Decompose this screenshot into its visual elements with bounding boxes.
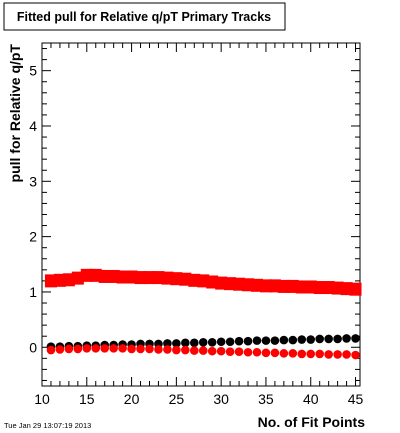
axis-ticks xyxy=(41,43,360,386)
data-point-circle xyxy=(288,349,298,358)
data-point-circle xyxy=(109,344,118,353)
data-point-circle xyxy=(82,344,92,353)
y-tick-label: 2 xyxy=(29,229,37,245)
data-point-circle xyxy=(261,336,271,345)
y-tick-label: 3 xyxy=(29,173,37,189)
data-point-circle xyxy=(306,349,316,359)
data-point-circle xyxy=(127,344,136,354)
data-point-circle xyxy=(163,339,172,348)
data-point-circle xyxy=(315,334,324,344)
data-point-circle xyxy=(333,334,342,344)
data-point-circle xyxy=(136,344,145,354)
data-point-circle xyxy=(333,350,342,359)
data-point-circle xyxy=(324,350,333,359)
data-point-circle xyxy=(252,347,262,357)
timestamp-label: Tue Jan 29 13:07:19 2013 xyxy=(4,421,91,430)
data-point-circle xyxy=(181,345,190,355)
x-tick-label: 15 xyxy=(79,391,95,407)
x-tick-label: 30 xyxy=(213,391,229,407)
data-point-circle xyxy=(270,336,280,345)
data-point-circle xyxy=(270,348,280,358)
data-point-circle xyxy=(189,346,199,355)
x-tick-label: 10 xyxy=(34,391,50,407)
data-point-circle xyxy=(172,339,181,348)
data-point-circle xyxy=(297,335,307,344)
data-point-circle xyxy=(198,346,208,355)
x-tick-label: 20 xyxy=(124,391,140,407)
data-point-circle xyxy=(261,348,271,358)
data-point-circle xyxy=(154,345,163,354)
y-tick-label: 0 xyxy=(29,339,37,355)
data-point-circle xyxy=(216,337,226,347)
x-tick-label: 35 xyxy=(258,391,274,407)
data-point-circle xyxy=(288,335,298,345)
y-tick-label: 1 xyxy=(29,284,37,300)
data-point-circle xyxy=(198,337,208,347)
x-tick-label: 40 xyxy=(303,391,319,407)
data-point-circle xyxy=(46,345,56,355)
data-point-circle xyxy=(73,344,83,354)
data-point-circle xyxy=(207,337,217,347)
data-point-circle xyxy=(306,335,316,344)
data-point-circle xyxy=(243,347,253,357)
data-point-circle xyxy=(243,336,253,346)
data-point-circle xyxy=(64,344,74,354)
data-point-circle xyxy=(279,349,289,358)
x-tick-label: 45 xyxy=(348,391,364,407)
chart-title-box xyxy=(3,2,286,31)
data-point-circle xyxy=(252,336,262,345)
data-point-square xyxy=(349,282,362,296)
data-point-circle xyxy=(351,350,360,360)
data-point-circle xyxy=(181,338,190,348)
data-point-circle xyxy=(207,346,217,356)
data-point-circle xyxy=(100,344,110,353)
data-point-circle xyxy=(216,346,226,356)
data-point-square xyxy=(250,278,263,292)
plot-frame xyxy=(41,42,361,387)
data-point-circle xyxy=(225,337,235,347)
x-tick-label: 25 xyxy=(169,391,185,407)
data-point-circle xyxy=(297,349,307,359)
data-point-circle xyxy=(351,334,360,343)
data-point-circle xyxy=(342,350,351,359)
data-point-circle xyxy=(145,344,154,354)
data-point-circle xyxy=(324,334,333,344)
data-point-circle xyxy=(342,334,351,343)
data-point-circle xyxy=(279,335,289,345)
data-point-circle xyxy=(55,345,65,354)
data-point-circle xyxy=(91,344,101,353)
x-axis-title: No. of Fit Points xyxy=(258,414,366,430)
data-point-circle xyxy=(118,344,127,353)
data-point-circle xyxy=(172,345,181,355)
data-point-circle xyxy=(189,338,199,348)
y-tick-label: 4 xyxy=(29,118,37,134)
data-point-circle xyxy=(315,349,324,359)
data-point-circle xyxy=(234,347,244,357)
data-point-circle xyxy=(225,347,235,357)
data-markers xyxy=(44,268,362,360)
data-point-circle xyxy=(163,345,172,354)
y-axis-title: pull for Relative q/pT xyxy=(7,44,23,183)
data-point-square xyxy=(125,270,138,284)
chart-title: Fitted pull for Relative q/pT Primary Tr… xyxy=(17,10,271,24)
y-tick-label: 5 xyxy=(29,63,37,79)
data-point-circle xyxy=(234,336,244,346)
